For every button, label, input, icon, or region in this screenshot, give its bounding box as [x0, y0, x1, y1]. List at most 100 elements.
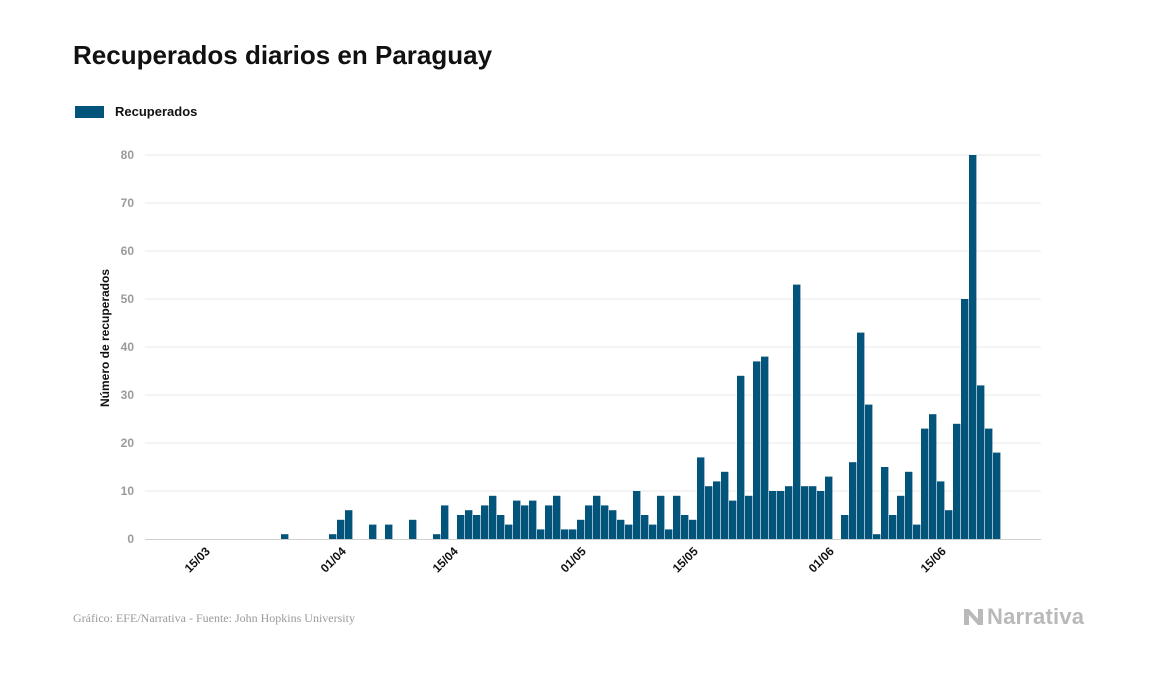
bar: [337, 519, 345, 539]
bar: [753, 361, 761, 539]
bar: [553, 495, 561, 539]
y-tick-label: 40: [121, 340, 135, 354]
bar: [769, 491, 777, 539]
bar: [569, 529, 577, 539]
bar: [673, 495, 681, 539]
bar: [953, 423, 961, 539]
x-tick-label: 15/05: [670, 544, 701, 575]
bar: [585, 505, 593, 539]
bar: [617, 519, 625, 539]
bar: [665, 529, 673, 539]
bar: [905, 471, 913, 539]
y-tick-label: 0: [127, 532, 134, 546]
brand-name: Narrativa: [987, 604, 1085, 629]
bar: [817, 491, 825, 539]
bar: [945, 510, 953, 539]
bar: [721, 471, 729, 539]
bar: [681, 515, 689, 539]
bar: [473, 515, 481, 539]
bar: [993, 452, 1001, 539]
x-tick-label: 15/04: [430, 544, 461, 575]
y-tick-label: 30: [121, 388, 135, 402]
bar: [705, 486, 713, 539]
x-tick-label: 01/05: [558, 544, 589, 575]
y-tick-label: 20: [121, 436, 135, 450]
bar: [785, 486, 793, 539]
bar: [745, 495, 753, 539]
bar: [801, 486, 809, 539]
bar: [513, 500, 521, 539]
legend-label: Recuperados: [115, 104, 198, 119]
bar: [649, 524, 657, 539]
x-axis-ticks: 15/03 01/04 15/04 01/05 15/05 01/06 15/06: [182, 544, 949, 575]
bar: [441, 505, 449, 539]
bar: [433, 534, 441, 539]
bars: [281, 155, 1001, 539]
bar: [545, 505, 553, 539]
bar: [969, 155, 977, 539]
bar: [761, 356, 769, 539]
bar: [345, 510, 353, 539]
bar: [777, 491, 785, 539]
bar: [713, 481, 721, 539]
bar: [385, 524, 393, 539]
bar: [729, 500, 737, 539]
bar: [537, 529, 545, 539]
bar: [793, 284, 801, 539]
bar: [609, 510, 617, 539]
bar: [457, 515, 465, 539]
bar: [881, 467, 889, 539]
brand-logo: Narrativa: [963, 604, 1084, 630]
source-note: Gráfico: EFE/Narrativa - Fuente: John Ho…: [73, 611, 355, 625]
bar: [281, 534, 289, 539]
bar: [529, 500, 537, 539]
y-tick-label: 50: [121, 292, 135, 306]
bar: [977, 385, 985, 539]
bar: [657, 495, 665, 539]
bar: [697, 457, 705, 539]
x-tick-label: 15/06: [918, 544, 949, 575]
bar: [889, 515, 897, 539]
y-tick-label: 80: [121, 148, 135, 162]
y-tick-label: 10: [121, 484, 135, 498]
bar: [465, 510, 473, 539]
bar: [625, 524, 633, 539]
narrativa-n-icon: [964, 609, 983, 625]
x-tick-label: 15/03: [182, 544, 213, 575]
bar: [961, 299, 969, 539]
bar: [409, 519, 417, 539]
bar: [489, 495, 497, 539]
bar: [641, 515, 649, 539]
bar: [329, 534, 337, 539]
bar: [689, 519, 697, 539]
bar: [937, 481, 945, 539]
legend: Recuperados: [75, 104, 197, 119]
bar: [601, 505, 609, 539]
bar: [481, 505, 489, 539]
bar: [857, 332, 865, 539]
gridlines: [145, 154, 1041, 492]
bar: [849, 462, 857, 539]
bar: [873, 534, 881, 539]
y-tick-label: 70: [121, 196, 135, 210]
legend-swatch: [75, 105, 104, 118]
bar: [497, 515, 505, 539]
chart-title: Recuperados diarios en Paraguay: [73, 40, 493, 70]
bar: [505, 524, 513, 539]
bar: [593, 495, 601, 539]
bar: [577, 519, 585, 539]
bar: [841, 515, 849, 539]
bar: [809, 486, 817, 539]
x-tick-label: 01/06: [806, 544, 837, 575]
bar: [369, 524, 377, 539]
bar: [825, 476, 833, 539]
bar: [521, 505, 529, 539]
bar: [561, 529, 569, 539]
bar: [865, 404, 873, 539]
bar: [913, 524, 921, 539]
x-tick-label: 01/04: [318, 544, 349, 575]
bar: [897, 495, 905, 539]
y-tick-label: 60: [121, 244, 135, 258]
bar: [633, 491, 641, 539]
